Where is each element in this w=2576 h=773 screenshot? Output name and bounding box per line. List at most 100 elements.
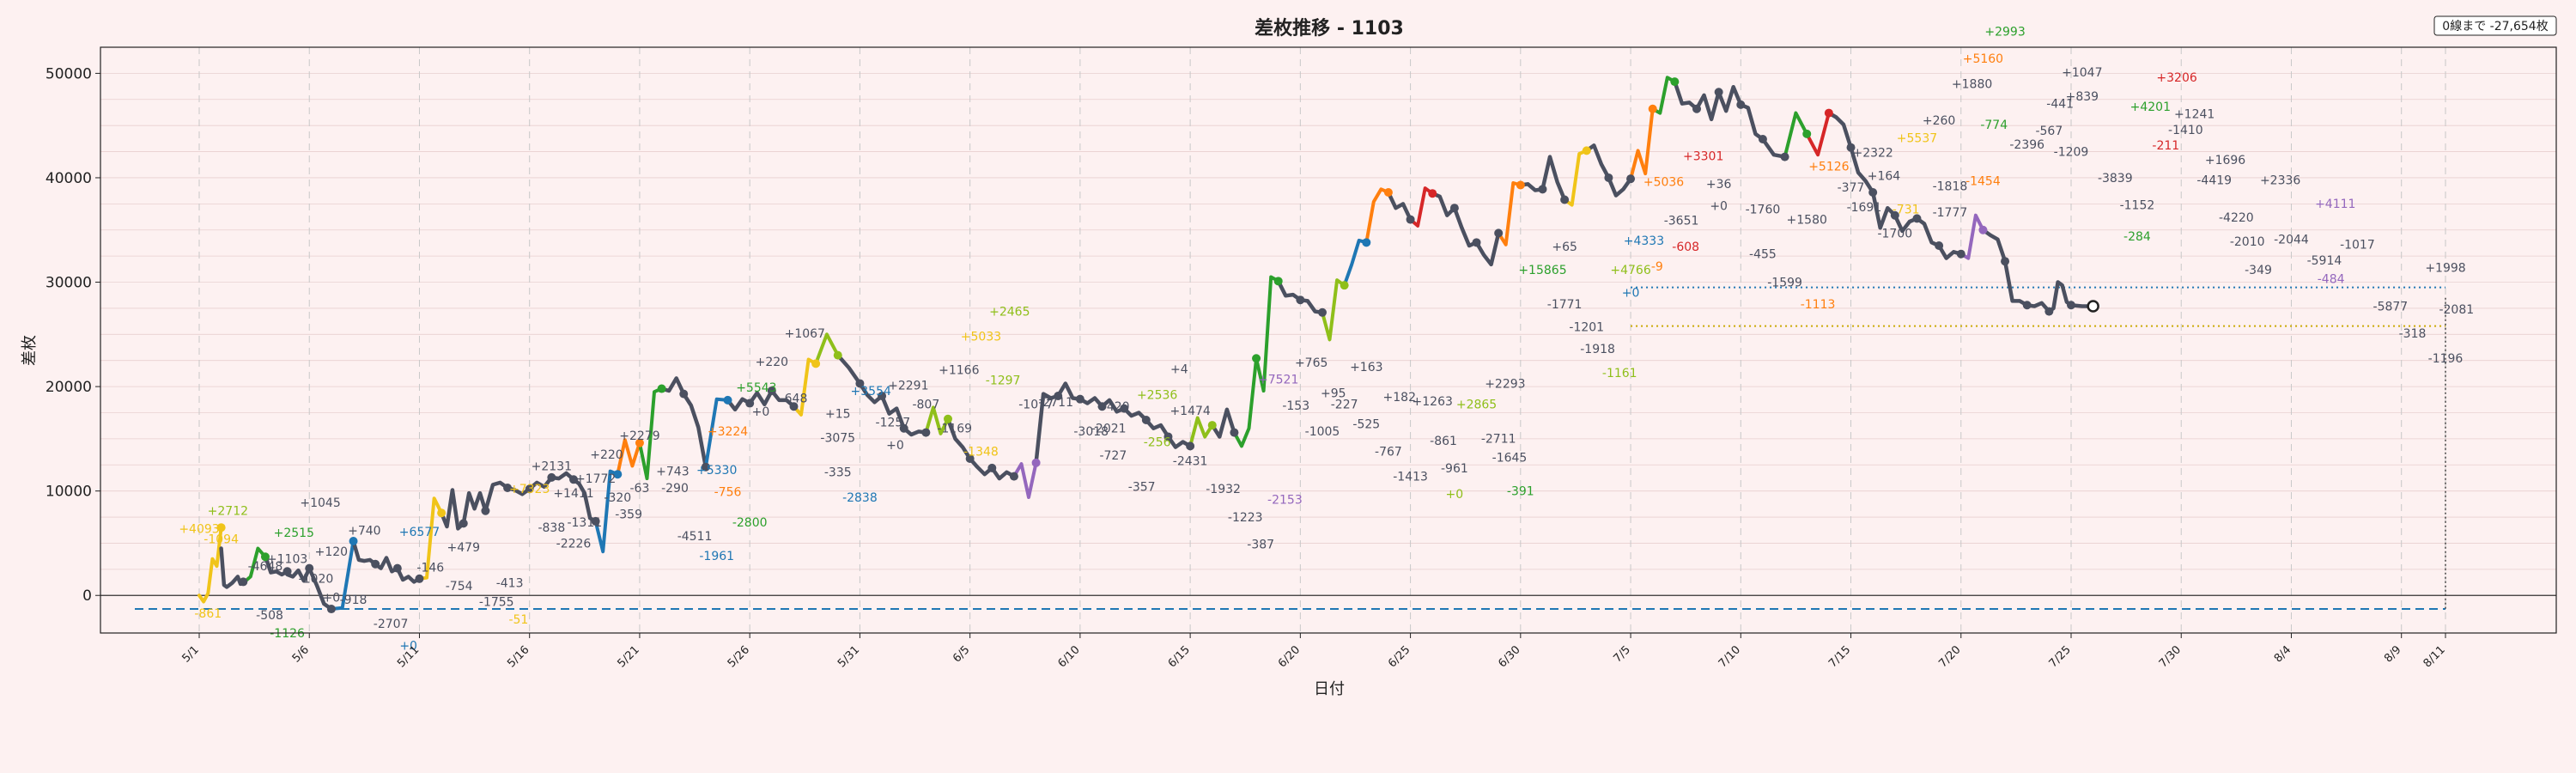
annotation-label: -861 xyxy=(194,607,222,621)
annotation-label: -767 xyxy=(1375,445,1402,459)
annotation-label: -508 xyxy=(256,609,283,623)
day-segment xyxy=(307,566,334,612)
annotation-label: -2081 xyxy=(2439,303,2474,317)
day-segment xyxy=(945,417,972,461)
y-tick-label: 0 xyxy=(82,587,92,605)
annotation-label: +0 xyxy=(1622,287,1640,301)
annotation-label: -3839 xyxy=(2098,172,2133,186)
annotation-label: -318 xyxy=(2399,327,2427,341)
annotation-label: +220 xyxy=(590,448,623,462)
annotation-label: -2707 xyxy=(374,618,409,631)
annotation-label: -51 xyxy=(508,613,528,627)
day-segment xyxy=(1826,111,1853,149)
day-segment xyxy=(1210,407,1236,439)
annotation-label: +65 xyxy=(1552,240,1577,254)
day-end-point xyxy=(1230,428,1239,437)
x-tick-label: 5/1 xyxy=(179,643,201,665)
day-segment xyxy=(924,405,950,435)
annotation-label: -1297 xyxy=(986,374,1021,388)
data-points xyxy=(216,77,2099,614)
day-end-point xyxy=(1186,441,1195,451)
annotation-label: -1094 xyxy=(204,533,239,546)
day-end-point xyxy=(305,563,314,573)
day-end-point xyxy=(1097,402,1107,411)
annotation-label: +5126 xyxy=(1808,160,1849,173)
annotation-label: -1691 xyxy=(1847,201,1882,215)
annotation-label: -387 xyxy=(1247,539,1274,552)
annotation-label: +2291 xyxy=(888,380,928,393)
annotation-label: -2021 xyxy=(1091,423,1127,436)
day-end-point xyxy=(415,574,424,583)
annotation-label: +3554 xyxy=(851,385,891,399)
day-end-point xyxy=(899,423,908,433)
day-end-point xyxy=(1560,195,1570,204)
annotation-label: -1413 xyxy=(1393,471,1428,484)
day-segment xyxy=(1915,216,1941,248)
annotation-label: +4093 xyxy=(179,522,219,536)
annotation-label: -227 xyxy=(1331,399,1358,412)
annotation-label: -608 xyxy=(1672,240,1699,254)
annotation-label: -1818 xyxy=(1933,180,1968,194)
annotation-label: +15865 xyxy=(1518,264,1566,277)
day-end-point xyxy=(1780,152,1789,161)
x-tick-label: 6/30 xyxy=(1496,643,1522,670)
annotation-label: -2010 xyxy=(2230,235,2265,249)
y-ticks: 0 10000 20000 30000 40000 50000 xyxy=(46,65,100,605)
y-tick-label: 20000 xyxy=(46,379,92,396)
day-end-point xyxy=(789,402,799,411)
annotation-label: +5537 xyxy=(1897,132,1937,146)
day-end-point xyxy=(1956,249,1965,259)
annotation-label: -357 xyxy=(1128,481,1156,495)
day-end-point xyxy=(1406,215,1415,224)
annotation-label: +0 xyxy=(1446,488,1464,502)
annotation-label: -284 xyxy=(2123,230,2151,244)
day-end-point xyxy=(965,453,975,463)
day-end-point xyxy=(1538,185,1547,194)
annotation-label: -3018 xyxy=(1073,425,1109,439)
annotation-label: -146 xyxy=(416,561,444,575)
day-end-point xyxy=(1692,104,1701,113)
day-segment xyxy=(968,456,994,477)
x-tick-label: 6/25 xyxy=(1386,643,1413,670)
day-end-point xyxy=(1163,432,1173,441)
day-end-point xyxy=(1824,108,1833,118)
day-end-point xyxy=(1626,174,1636,184)
y-tick-label: 30000 xyxy=(46,275,92,292)
annotation-label: +7323 xyxy=(509,483,550,496)
day-segment xyxy=(1276,279,1303,302)
day-segment xyxy=(1386,190,1413,222)
day-segment xyxy=(835,353,862,386)
annotation-label: -1961 xyxy=(699,550,734,563)
y-tick-label: 10000 xyxy=(46,484,92,501)
annotation-label: +1580 xyxy=(1787,213,1827,227)
x-tick-label: 5/26 xyxy=(726,643,752,670)
annotation-label: -211 xyxy=(2152,139,2179,153)
day-end-point xyxy=(459,519,468,528)
annotation-label: -377 xyxy=(1838,181,1865,195)
x-tick-label: 7/20 xyxy=(1936,643,1963,670)
annotation-label: +15 xyxy=(825,408,851,422)
annotation-label: +3224 xyxy=(708,425,748,439)
day-end-point xyxy=(1604,173,1613,182)
annotation-label: -1760 xyxy=(1746,203,1781,216)
day-end-point xyxy=(547,472,556,482)
day-end-point xyxy=(1428,189,1437,198)
day-end-point xyxy=(239,577,248,587)
annotation-label: -2431 xyxy=(1173,454,1208,468)
day-segment xyxy=(1321,278,1346,342)
day-segment xyxy=(1474,231,1501,267)
annotation-label: -256 xyxy=(1144,435,1171,449)
day-end-point xyxy=(1736,100,1746,109)
x-axis-label: 日付 xyxy=(1314,680,1345,698)
annotation-label: +420 xyxy=(1097,400,1129,414)
x-tick-label: 5/6 xyxy=(290,643,312,665)
annotation-label: -5877 xyxy=(2373,300,2409,313)
annotation-label: +4 xyxy=(1170,362,1188,376)
annotation-label: -2711 xyxy=(1038,396,1073,410)
day-segment xyxy=(616,438,641,477)
y-tick-label: 40000 xyxy=(46,170,92,187)
day-segment xyxy=(2002,259,2029,307)
annotation-label: -2226 xyxy=(556,537,592,551)
x-tick-label: 7/30 xyxy=(2157,643,2184,670)
day-segment xyxy=(1430,191,1457,217)
